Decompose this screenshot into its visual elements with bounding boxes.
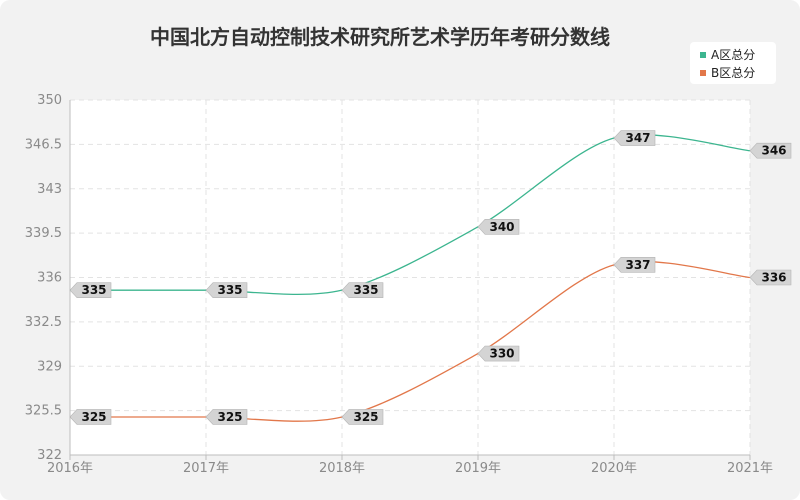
plot-area (70, 100, 750, 455)
x-tick-label: 2021年 (727, 461, 773, 476)
data-label: 346 (749, 142, 792, 159)
data-label: 340 (477, 218, 520, 235)
data-label-tag (205, 282, 248, 298)
data-label-text: 335 (353, 283, 378, 297)
y-tick-label: 329 (37, 359, 62, 374)
legend-label-b: B区总分 (711, 66, 755, 80)
data-labels: 335 335 335 340 347 346 325 325 325 330 337 336 (69, 130, 792, 425)
x-tick-label: 2016年 (47, 461, 93, 476)
data-label-text: 347 (625, 131, 650, 145)
data-label: 335 (69, 282, 112, 298)
y-tick-label: 336 (37, 271, 62, 286)
data-label-tag (69, 282, 112, 298)
data-label-tag (477, 218, 520, 235)
data-label: 330 (477, 345, 520, 362)
data-label-text: 335 (81, 283, 106, 297)
x-tick-label: 2018年 (319, 461, 365, 476)
legend-box (690, 42, 776, 84)
data-label: 325 (205, 409, 248, 425)
data-label-text: 340 (489, 220, 514, 234)
data-label: 325 (69, 409, 112, 425)
y-tick-label: 350 (37, 93, 62, 108)
y-tick-label: 322 (37, 448, 62, 463)
data-label-tag (205, 409, 248, 425)
x-tick-label: 2019年 (455, 461, 501, 476)
x-tick-label: 2017年 (183, 461, 229, 476)
axes (69, 100, 751, 460)
data-label-text: 325 (353, 410, 378, 424)
x-tick-label: 2020年 (591, 461, 637, 476)
data-label-tag (341, 409, 384, 425)
data-label-tag (477, 345, 520, 362)
data-label-tag (613, 257, 656, 273)
y-axis-ticks: 350 346.5 343 339.5 336 332.5 329 325.5 322 (25, 93, 62, 463)
data-label-tag (341, 282, 384, 298)
data-label: 336 (749, 269, 792, 286)
y-tick-label: 339.5 (25, 226, 62, 241)
data-label-tag (749, 269, 792, 286)
y-tick-label: 325.5 (25, 404, 62, 419)
legend-swatch-a (700, 52, 706, 58)
y-tick-label: 343 (37, 182, 62, 197)
data-label-text: 330 (489, 347, 514, 361)
data-label-text: 335 (217, 283, 242, 297)
data-label-text: 337 (625, 258, 650, 272)
legend-label-a: A区总分 (711, 48, 755, 62)
legend-swatch-b (700, 70, 706, 76)
data-label: 325 (341, 409, 384, 425)
data-label-text: 336 (761, 271, 786, 285)
data-label: 347 (613, 130, 656, 146)
y-tick-label: 332.5 (25, 315, 62, 330)
data-label-text: 325 (217, 410, 242, 424)
data-label-tag (69, 409, 112, 425)
data-label-tag (749, 142, 792, 159)
data-label: 335 (205, 282, 248, 298)
data-label-text: 325 (81, 410, 106, 424)
data-label: 335 (341, 282, 384, 298)
chart-title: 中国北方自动控制技术研究所艺术学历年考研分数线 (150, 25, 610, 49)
y-tick-label: 346.5 (25, 137, 62, 152)
data-label: 337 (613, 257, 656, 273)
x-axis-ticks: 2016年 2017年 2018年 2019年 2020年 2021年 (47, 461, 773, 476)
data-label-text: 346 (761, 144, 786, 158)
data-label-tag (613, 130, 656, 146)
legend[interactable]: A区总分 B区总分 (690, 42, 776, 84)
